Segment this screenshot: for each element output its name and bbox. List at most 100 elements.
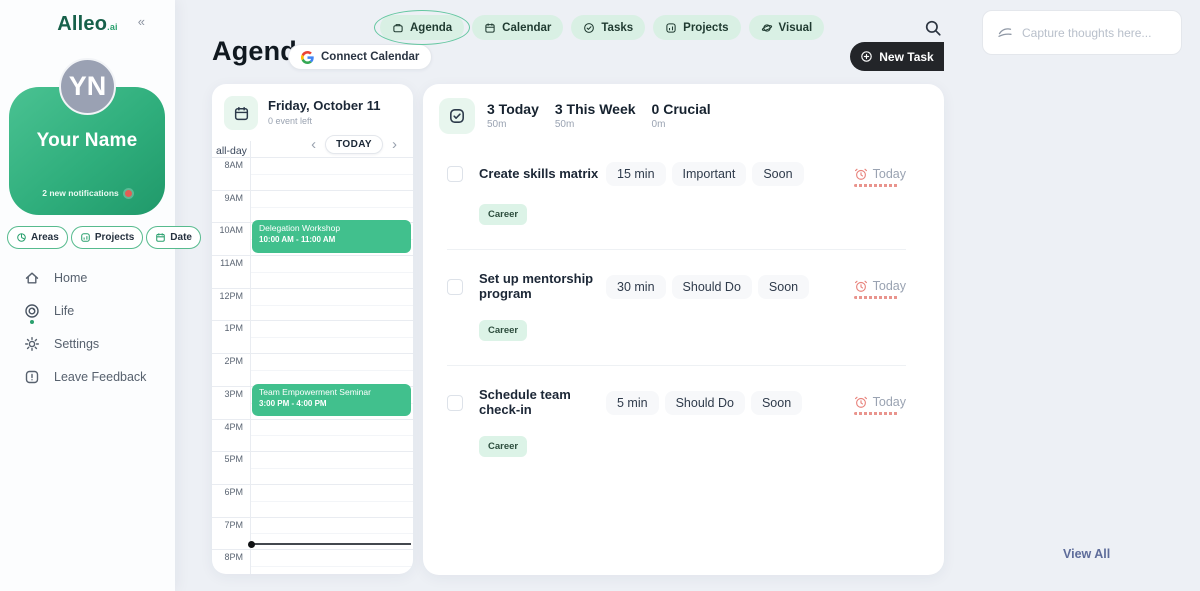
active-indicator-dot: [30, 320, 34, 324]
calendar-icon: [224, 96, 258, 130]
tab-visual[interactable]: Visual: [748, 15, 825, 40]
duration-badge[interactable]: 5 min: [606, 390, 659, 415]
stat-crucial: 0 Crucial 0m: [652, 101, 711, 130]
due-date[interactable]: Today: [853, 395, 906, 416]
alarm-icon: [854, 395, 868, 409]
task-tag-career[interactable]: Career: [479, 435, 528, 457]
hour-row[interactable]: 5PM: [212, 451, 413, 484]
duration-badge[interactable]: 15 min: [606, 162, 666, 186]
hour-label: 8PM: [224, 552, 243, 563]
calendar-icon: [155, 232, 166, 243]
chip-areas[interactable]: Areas: [7, 226, 68, 249]
user-name: Your Name: [36, 130, 138, 151]
alarm-icon: [854, 167, 868, 181]
sidebar-item-settings[interactable]: Settings: [24, 332, 146, 356]
task-tag-career[interactable]: Career: [479, 319, 528, 341]
hour-label: 10AM: [219, 225, 243, 236]
hour-row[interactable]: 6PM: [212, 483, 413, 517]
task-row: Create skills matrix 15 min Important So…: [423, 140, 944, 250]
sidebar-item-life[interactable]: Life: [24, 299, 146, 324]
task-title[interactable]: Create skills matrix: [479, 165, 599, 181]
calendar-event[interactable]: Team Empowerment Seminar 3:00 PM - 4:00 …: [252, 384, 411, 416]
sidebar-item-feedback[interactable]: Leave Feedback: [24, 365, 146, 389]
hour-row[interactable]: 12PM: [212, 287, 413, 321]
tab-label: Tasks: [601, 21, 634, 34]
hour-row[interactable]: 2PM: [212, 353, 413, 386]
target-icon: [24, 303, 40, 319]
today-button[interactable]: TODAY: [325, 135, 383, 154]
all-day-row[interactable]: all-day: [212, 141, 413, 157]
capture-thoughts-box[interactable]: [982, 10, 1182, 55]
search-icon[interactable]: [924, 19, 944, 39]
tab-agenda[interactable]: Agenda: [374, 10, 471, 45]
task-title[interactable]: Set up mentorship program: [479, 271, 594, 301]
calendar-event[interactable]: Delegation Workshop 10:00 AM - 11:00 AM: [252, 220, 411, 253]
avatar[interactable]: YN: [59, 58, 116, 115]
task-title[interactable]: Schedule team check-in: [479, 386, 571, 417]
projects-icon: [665, 22, 677, 34]
new-task-button[interactable]: New Task: [850, 42, 944, 71]
chip-label: Areas: [31, 232, 59, 243]
task-checkbox[interactable]: [447, 166, 463, 182]
priority-badge[interactable]: Should Do: [664, 390, 745, 415]
all-day-label: all-day: [216, 145, 247, 157]
plus-circle-icon: [860, 50, 873, 63]
priority-badge[interactable]: Important: [671, 162, 747, 186]
due-date[interactable]: Today: [853, 279, 906, 300]
capture-thoughts-input[interactable]: [1022, 25, 1162, 40]
chevron-left-icon[interactable]: ‹: [311, 136, 317, 153]
hour-row[interactable]: 8AM: [212, 157, 413, 190]
chip-date[interactable]: Date: [146, 226, 201, 249]
urgency-badge[interactable]: Soon: [757, 274, 810, 299]
sidebar: Alleo.ai « YN Your Name 2 new notificati…: [0, 0, 201, 591]
sidebar-item-home[interactable]: Home: [24, 266, 146, 290]
tab-tasks[interactable]: Tasks: [571, 15, 646, 40]
hour-label: 6PM: [224, 486, 243, 497]
due-label: Today: [872, 395, 906, 410]
connect-calendar-button[interactable]: Connect Calendar: [288, 44, 433, 70]
current-time-indicator: [248, 540, 411, 548]
event-time: 10:00 AM - 11:00 AM: [259, 235, 336, 245]
notification-dot-icon: [124, 189, 132, 197]
hour-row[interactable]: 11AM: [212, 255, 413, 288]
chip-label: Projects: [94, 232, 135, 243]
day-grid: all-day 8AM 9AM 10AM 11AM 12PM 1PM 2PM 3…: [212, 141, 413, 574]
calendar-icon: [484, 22, 496, 34]
event-title: Delegation Workshop: [259, 223, 341, 233]
urgency-badge[interactable]: Soon: [752, 162, 804, 186]
task-checkbox[interactable]: [447, 394, 463, 411]
hour-label: 11AM: [220, 258, 243, 269]
task-row: Set up mentorship program 30 min Should …: [423, 250, 944, 366]
urgency-badge[interactable]: Soon: [750, 390, 803, 415]
sidebar-collapse-icon[interactable]: «: [137, 14, 145, 29]
check-square-icon: [439, 98, 475, 134]
agenda-icon: [392, 22, 404, 34]
chip-label: Date: [170, 232, 192, 243]
tab-calendar[interactable]: Calendar: [472, 15, 564, 40]
app-logo: Alleo.ai: [57, 13, 118, 35]
notifications[interactable]: 2 new notifications: [9, 188, 165, 198]
stat-sub: 0m: [651, 119, 666, 130]
due-date[interactable]: Today: [853, 167, 906, 187]
priority-badge[interactable]: Should Do: [671, 274, 752, 299]
events-left-label: 0 event left: [268, 116, 313, 126]
tab-projects[interactable]: Projects: [653, 15, 741, 40]
hour-row[interactable]: 8PM: [212, 549, 413, 574]
duration-badge[interactable]: 30 min: [606, 274, 666, 299]
chip-projects[interactable]: Projects: [70, 226, 144, 249]
sidebar-item-label: Leave Feedback: [54, 370, 147, 384]
task-tag-career[interactable]: Career: [479, 204, 528, 225]
tab-label: Visual: [778, 21, 813, 34]
hour-row[interactable]: 4PM: [212, 418, 413, 452]
hour-label: 8AM: [224, 160, 243, 170]
event-title: Team Empowerment Seminar: [259, 387, 371, 397]
task-checkbox[interactable]: [447, 278, 463, 295]
view-all-link[interactable]: View All: [1063, 547, 1111, 561]
hour-row[interactable]: 9AM: [212, 189, 413, 223]
chevron-right-icon[interactable]: ›: [392, 136, 397, 153]
stat-today: 3 Today 50m: [487, 101, 539, 130]
hour-row[interactable]: 1PM: [212, 320, 413, 353]
stat-label: 0 Crucial: [651, 101, 711, 117]
hour-row[interactable]: 7PM: [212, 516, 413, 550]
tasks-panel: 3 Today 50m 3 This Week 50m 0 Crucial 0m…: [423, 84, 944, 575]
